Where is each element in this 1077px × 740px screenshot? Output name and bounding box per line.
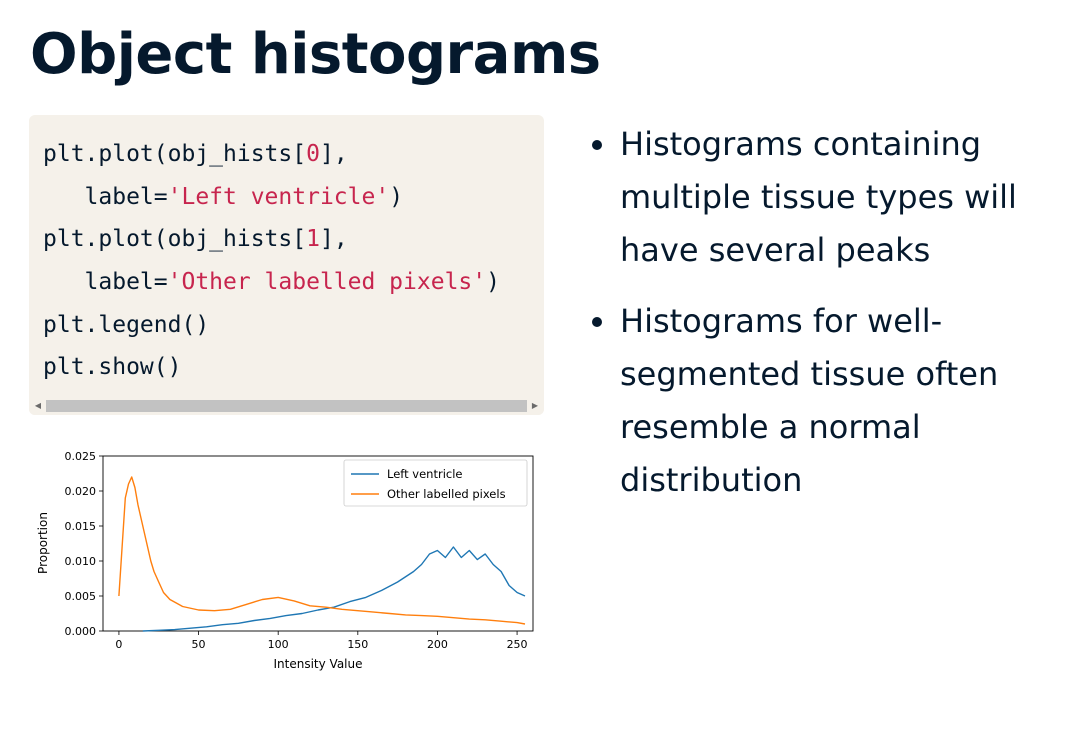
y-tick-label: 0.015: [65, 520, 97, 533]
x-tick-label: 150: [347, 638, 368, 651]
x-axis-label: Intensity Value: [274, 657, 363, 671]
code-token: label=: [43, 269, 168, 296]
code-token: plt.plot(obj_hists[: [43, 226, 307, 253]
series-layer: [118, 476, 526, 632]
code-token: 'Left ventricle': [167, 183, 390, 210]
code-token: ): [389, 183, 404, 210]
code-token: plt.legend(): [43, 311, 210, 338]
code-line: plt.legend(): [43, 304, 500, 347]
legend: Left ventricle Other labelled pixels: [343, 459, 528, 507]
code-token: ],: [319, 226, 348, 253]
slide-title: Object histograms: [30, 22, 601, 87]
code-lines: plt.plot(obj_hists[0], label='Left ventr…: [43, 133, 500, 389]
x-tick-label: 0: [115, 638, 122, 651]
x-tick-label: 200: [427, 638, 448, 651]
x-tick-label: 50: [192, 638, 206, 651]
code-token: plt.plot(obj_hists[: [43, 141, 307, 167]
y-axis-label: Proportion: [36, 512, 50, 574]
y-tick-label: 0.000: [65, 625, 97, 638]
axis-layer: 0 50 100 150 200 250 0.000 0.005 0.010 0.015 0.020…: [65, 450, 528, 651]
code-line: plt.plot(obj_hists[1],: [43, 218, 500, 261]
code-token: ],: [319, 141, 348, 167]
y-tick-label: 0.025: [65, 450, 97, 463]
code-block: plt.plot(obj_hists[0], label='Left ventr…: [29, 115, 544, 415]
code-token: label=: [43, 183, 168, 210]
scroll-left-arrow-icon[interactable]: ◀: [34, 401, 42, 410]
series-line-0: [142, 546, 526, 632]
histogram-chart: 0 50 100 150 200 250 0.000 0.005 0.010 0.015 0.020…: [30, 440, 540, 680]
y-tick-label: 0.020: [65, 485, 97, 498]
bullet-list: Histograms containing multiple tissue ty…: [588, 118, 1058, 525]
legend-box: [343, 459, 528, 507]
code-line: label='Left ventricle'): [43, 176, 500, 219]
code-token: 1: [306, 226, 320, 253]
code-token: plt.show(): [43, 354, 182, 381]
scroll-right-arrow-icon[interactable]: ▶: [531, 401, 539, 410]
legend-label-1: Other labelled pixels: [387, 487, 506, 501]
code-line: plt.plot(obj_hists[0],: [43, 133, 500, 176]
bullet-item: Histograms for well-segmented tissue oft…: [588, 295, 1058, 507]
scrollbar-thumb[interactable]: [46, 400, 527, 412]
code-token: 0: [306, 141, 320, 167]
x-tick-label: 100: [268, 638, 289, 651]
y-tick-label: 0.010: [65, 555, 97, 568]
code-line: plt.show(): [43, 346, 500, 389]
series-line-1: [118, 476, 526, 625]
legend-label-0: Left ventricle: [387, 467, 463, 481]
x-tick-label: 250: [507, 638, 528, 651]
chart-svg: 0 50 100 150 200 250 0.000 0.005 0.010 0.015 0.020…: [36, 450, 534, 671]
bullet-item: Histograms containing multiple tissue ty…: [588, 118, 1058, 277]
horizontal-scrollbar[interactable]: ◀ ▶: [29, 398, 544, 415]
code-line: label='Other labelled pixels'): [43, 261, 500, 304]
code-token: 'Other labelled pixels': [167, 269, 487, 296]
y-tick-label: 0.005: [65, 590, 97, 603]
code-token: ): [486, 269, 500, 296]
